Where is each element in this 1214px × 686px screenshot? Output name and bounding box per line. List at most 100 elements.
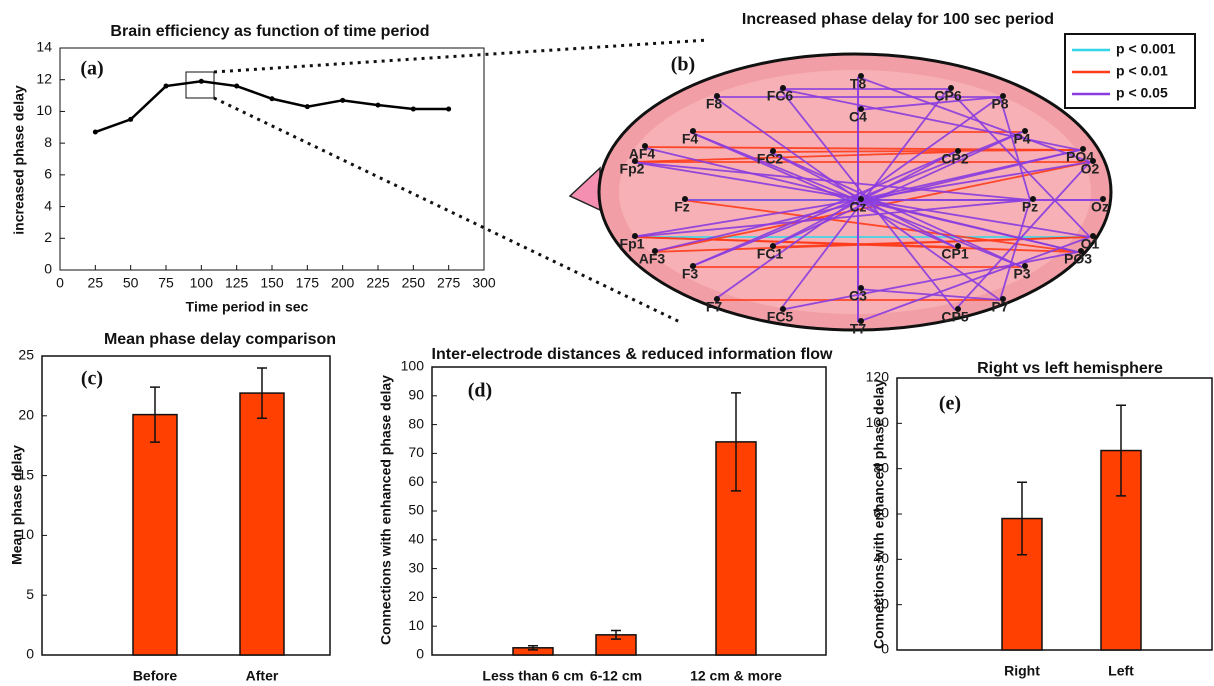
electrode [714,296,720,302]
zoom-line [213,96,681,324]
edge [779,251,1079,311]
electrode-label: F3 [682,266,699,282]
y-tick-label: 12 [36,70,52,86]
y-tick-label: 2 [44,229,52,245]
electrode [1022,263,1028,269]
point [234,83,240,89]
x-axis-label: Time period in sec [186,299,309,315]
point [128,116,134,122]
electrode-label: P7 [991,299,1008,315]
electrode [1078,248,1084,254]
y-tick-label: 80 [408,415,424,431]
electrode-label: CP6 [934,88,961,104]
electrode [858,196,864,202]
y-tick-label: 6 [44,166,52,182]
error-bar [150,386,160,443]
electrode-label: F8 [706,96,723,112]
edge [631,151,956,163]
y-tick-label: 30 [408,559,424,575]
legend-label: p < 0.001 [1116,41,1176,57]
electrode-label: PO4 [1066,149,1094,165]
point [375,102,381,108]
edge [857,288,1001,301]
x-tick-label: 175 [296,275,320,291]
edge [713,96,1001,301]
x-tick-label: Right [1004,663,1040,679]
electrode-label: CP1 [941,246,968,262]
error-bar [528,645,538,651]
bar [132,413,178,656]
x-tick-label: 75 [158,275,174,291]
y-tick-label: 40 [408,531,424,547]
chart-title: Inter-electrode distances & reduced info… [432,346,834,363]
y-tick-label: 40 [873,550,889,566]
panel-label: (c) [81,368,103,390]
electrode [632,158,638,164]
x-tick-label: 125 [225,275,249,291]
x-tick-label: 25 [88,275,104,291]
y-axis-label: Connections with enhanced phase delay [871,379,887,649]
electrode-label: F4 [682,131,699,147]
point [198,78,204,84]
y-tick-label: 100 [866,414,890,430]
y-tick-label: 4 [44,197,52,213]
electrode [770,243,776,249]
electrode [948,85,954,91]
electrode-label: FC5 [767,309,794,325]
edge [769,236,1091,248]
electrode-label: PO3 [1064,251,1092,267]
y-tick-label: 5 [26,586,34,602]
y-axis-label: increased phase delay [11,85,27,235]
y-tick-label: 20 [18,407,34,423]
electrode [780,85,786,91]
electrode [955,243,961,249]
edge [769,151,1023,268]
y-tick-label: 14 [36,39,52,55]
electrode-label: T7 [850,321,867,337]
error-bar [611,629,621,640]
zoom-line [213,38,709,74]
plot-frame [896,377,1213,651]
electrode-label: CP2 [941,151,968,167]
y-tick-label: 50 [408,502,424,518]
x-tick-label: 50 [123,275,139,291]
electrode-label: Oz [1091,199,1109,215]
plot-frame [41,355,331,656]
electrode [1022,128,1028,134]
y-tick-label: 20 [408,588,424,604]
point [92,129,98,135]
electrode [858,106,864,112]
panel-label: (b) [671,54,695,76]
y-tick-label: 90 [408,387,424,403]
electrode [1000,93,1006,99]
y-tick-label: 100 [401,358,425,374]
edge [999,199,1031,301]
error-bar [1017,481,1027,556]
edge [651,161,1091,253]
point [340,97,346,103]
chart-title: Brain efficiency as function of time per… [110,23,429,40]
plot-frame [431,366,827,656]
electrode-label: Pz [1022,199,1038,215]
electrode-label: CP5 [941,309,968,325]
point [410,106,416,112]
electrode [690,263,696,269]
electrode-label: Fp1 [620,236,645,252]
y-tick-label: 80 [873,459,889,475]
electrode [955,306,961,312]
edge [857,76,1091,163]
electrode [714,93,720,99]
electrode [632,233,638,239]
point [163,83,169,89]
y-tick-label: 60 [873,505,889,521]
electrode [652,248,658,254]
y-axis-label: Connections with enhanced phase delay [378,375,394,645]
x-tick-label: Left [1108,663,1134,679]
y-axis-label: Mean phase delay [9,445,25,565]
x-tick-label: 0 [56,275,64,291]
y-tick-label: 10 [36,102,52,118]
panel-label: (d) [468,380,492,402]
electrode-label: AF3 [639,251,666,267]
x-tick-label: 12 cm & more [690,668,782,684]
